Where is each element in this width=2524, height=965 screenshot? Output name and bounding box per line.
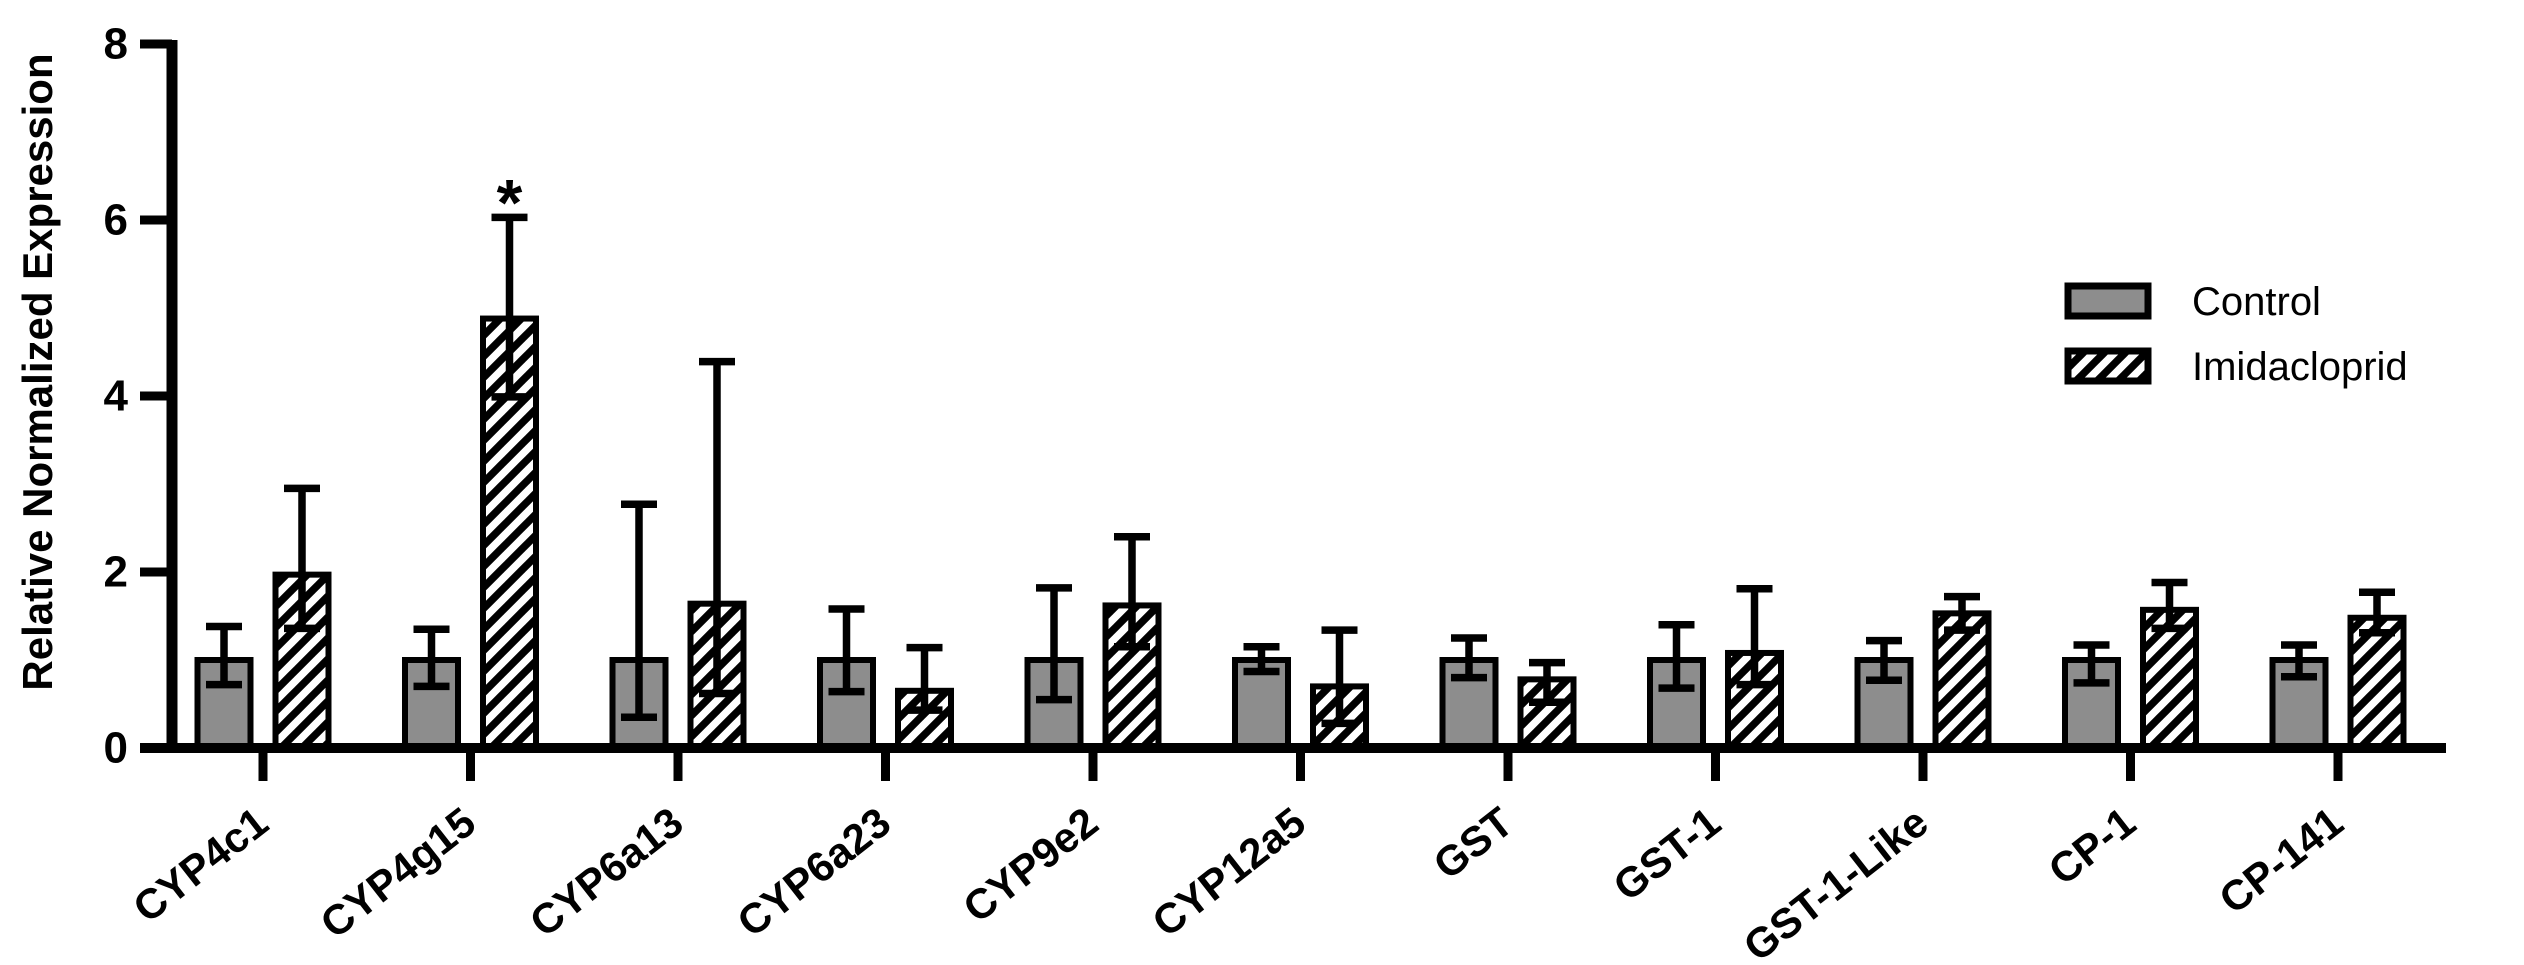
errorbar-imidacloprid-cyp4g15 [491,213,528,401]
legend-control-swatch [2064,282,2152,320]
category-group: CP-141 [2210,588,2407,923]
errorbar-imidacloprid-cp-1 [2151,578,2188,633]
x-category-label: GST-1 [1604,798,1729,910]
category-group: CYP6a13 [521,357,747,946]
category-group: GST [1425,634,1577,888]
errorbar-imidacloprid-cyp6a13 [699,357,735,698]
errorbar-control-gst-1-like [1866,636,1902,684]
bar-imidacloprid-cp-141 [2347,614,2407,752]
legend: Control Imidacloprid [2064,280,2408,389]
significance-asterisk: * [497,165,523,239]
x-category-label: GST-1-Like [1735,798,1937,965]
axes: 0 2 4 6 8 Relative Normalized Expression [14,20,2446,773]
errorbar-imidacloprid-cp-141 [2359,588,2395,637]
errorbar-control-cyp6a13 [621,500,657,721]
category-group: CYP4g15 [312,213,539,947]
y-axis-title: Relative Normalized Expression [14,53,61,690]
errorbar-imidacloprid-gst-1 [1736,584,1773,689]
errorbar-control-cyp9e2 [1036,584,1072,704]
errorbar-control-gst-1 [1658,621,1695,692]
errorbar-control-cyp4g15 [413,625,450,691]
errorbar-imidacloprid-cyp6a23 [906,643,943,714]
x-category-label: CYP12a5 [1143,798,1314,946]
legend-imidacloprid-swatch [2064,347,2152,385]
x-category-label: CYP6a23 [728,798,899,946]
errorbar-imidacloprid-cyp12a5 [1321,626,1358,728]
x-category-label: CP-1 [2040,798,2144,894]
errorbar-control-cp-1 [2073,641,2110,687]
category-group: CP-1 [2040,578,2199,894]
y-tick-label: 2 [104,548,128,597]
bar-groups: CYP4c1 CYP4g15 CYP6a13 CYP6a23 CYP9e2 CYP12a5… [124,213,2407,965]
errorbar-imidacloprid-cyp9e2 [1114,533,1150,651]
x-category-label: CYP4c1 [124,798,276,931]
legend-control-label: Control [2192,280,2321,324]
x-category-label: CP-141 [2210,798,2351,923]
legend-imidacloprid-label: Imidacloprid [2192,345,2408,389]
category-group: CYP12a5 [1143,626,1369,946]
y-tick-label: 6 [104,196,128,245]
errorbar-imidacloprid-gst [1529,658,1565,706]
x-category-label: CYP6a13 [521,798,692,946]
errorbar-control-cp-141 [2281,641,2317,681]
y-tick-label: 0 [104,724,128,773]
category-group: CYP6a23 [728,605,954,946]
x-category-label: CYP4g15 [312,798,484,947]
errorbar-control-cyp4c1 [206,622,242,689]
x-category-label: CYP9e2 [954,798,1106,931]
y-tick-label: 4 [104,372,129,421]
errorbar-imidacloprid-gst-1-like [1944,592,1980,634]
y-tick-label: 8 [104,20,128,69]
errorbar-control-cyp6a23 [828,605,865,696]
category-group: CYP9e2 [954,533,1162,931]
errorbar-imidacloprid-cyp4c1 [284,484,320,633]
errorbar-control-gst [1451,634,1487,682]
bar-imidacloprid-gst-1-like [1932,610,1992,751]
errorbar-control-cyp12a5 [1243,643,1280,676]
category-group: CYP4c1 [124,484,332,931]
x-category-label: GST [1425,798,1522,888]
